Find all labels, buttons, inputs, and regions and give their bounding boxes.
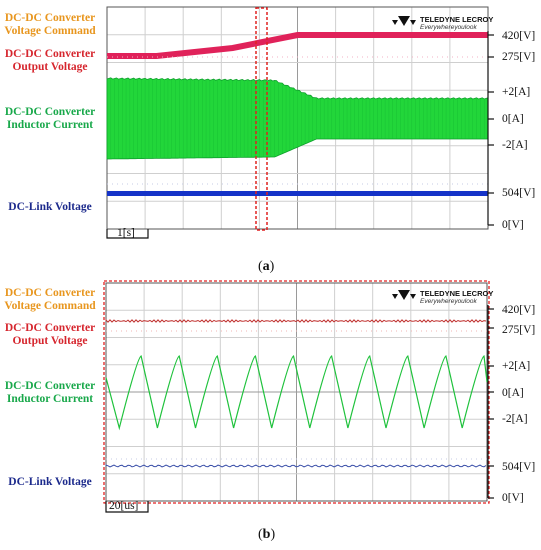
caption-a: (a): [258, 259, 275, 274]
caption-b: (b): [258, 527, 276, 542]
right-b-504v: 504[V]: [502, 461, 536, 473]
label-b-dc-link: DC-Link Voltage: [8, 476, 92, 488]
right-a-0a: 0[A]: [502, 113, 524, 125]
right-a-plus2a: +2[A]: [502, 86, 531, 98]
panel-a-highlight-box: [255, 7, 268, 231]
panel-b-dc-link-trace: [105, 464, 487, 468]
panel-b-inductor-current-trace: [105, 355, 488, 431]
panel-a-logo-mark: [398, 16, 410, 26]
panel-b-logo-tagline: Everywhereyoulook: [420, 298, 477, 305]
label-b-voltage-command: DC-DC Converter Voltage Command: [4, 287, 96, 312]
panel-b-scale-bracket: [105, 501, 149, 513]
right-b-420v: 420[V]: [502, 304, 536, 316]
right-a-504v: 504[V]: [502, 187, 536, 199]
panel-a-logo-mark2: [392, 20, 416, 25]
panel-a-inductor-texture: [106, 79, 485, 159]
right-b-0v: 0[V]: [502, 492, 524, 504]
label-a-voltage-command: DC-DC Converter Voltage Command: [4, 12, 96, 37]
time-scale-b: 20[us]: [109, 500, 139, 512]
right-a-0v: 0[V]: [502, 219, 524, 231]
time-scale-a: 1[s]: [117, 227, 135, 239]
panel-a-output-voltage-trace: [107, 32, 488, 59]
panel-b-output-voltage-trace: [105, 318, 487, 323]
right-a-275v: 275[V]: [502, 51, 536, 63]
right-a-420v: 420[V]: [502, 30, 536, 42]
label-b-output-voltage: DC-DC Converter Output Voltage: [4, 322, 96, 347]
right-b-275v: 275[V]: [502, 324, 536, 336]
right-a-minus2a: -2[A]: [502, 139, 528, 151]
panel-b-grid: [105, 282, 488, 502]
panel-b-logo-mark: [398, 290, 410, 300]
panel-b-logo-mark2: [392, 294, 416, 299]
label-b-inductor-current: DC-DC Converter Inductor Current: [4, 380, 96, 405]
panel-b-logo-brand: TELEDYNE LECROY: [420, 289, 493, 298]
right-b-minus2a: -2[A]: [502, 413, 528, 425]
right-b-plus2a: +2[A]: [502, 360, 531, 372]
label-a-inductor-current: DC-DC Converter Inductor Current: [4, 106, 96, 131]
label-a-dc-link: DC-Link Voltage: [8, 201, 92, 213]
right-b-0a: 0[A]: [502, 387, 524, 399]
panel-a-logo-tagline: Everywhereyoulook: [420, 24, 477, 31]
panel-a-dc-link-trace: [107, 191, 488, 196]
label-a-output-voltage: DC-DC Converter Output Voltage: [4, 48, 96, 73]
panel-a-logo-brand: TELEDYNE LECROY: [420, 15, 493, 24]
panel-b-frame: [105, 282, 488, 502]
panel-a-scale-bracket: [106, 229, 149, 239]
